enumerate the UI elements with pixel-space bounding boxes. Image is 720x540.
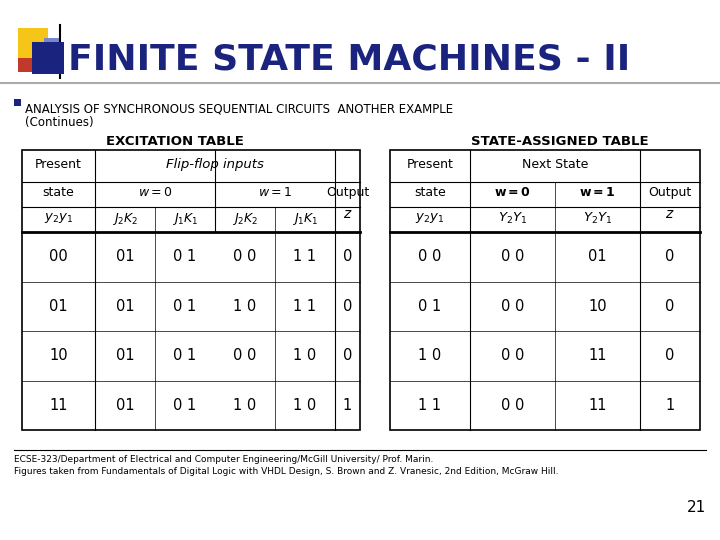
Text: $z$: $z$: [665, 207, 675, 221]
Text: 1 0: 1 0: [418, 348, 441, 363]
Text: 1 0: 1 0: [293, 398, 317, 413]
Text: state: state: [414, 186, 446, 199]
Text: 1 1: 1 1: [294, 299, 317, 314]
Bar: [22, 150, 360, 430]
Text: 00: 00: [49, 249, 68, 264]
Text: 1 1: 1 1: [294, 249, 317, 264]
Text: Next State: Next State: [522, 158, 588, 171]
Bar: [390, 150, 700, 430]
Text: 1 1: 1 1: [418, 398, 441, 413]
Text: Present: Present: [407, 158, 454, 171]
Text: Output: Output: [326, 186, 369, 199]
Bar: [18, 52, 38, 72]
Text: Figures taken from Fundamentals of Digital Logic with VHDL Design, S. Brown and : Figures taken from Fundamentals of Digit…: [14, 467, 559, 476]
Text: 0 0: 0 0: [501, 249, 524, 264]
Text: 0 0: 0 0: [418, 249, 441, 264]
Text: 10: 10: [588, 299, 607, 314]
Text: $y_2y_1$: $y_2y_1$: [415, 211, 445, 225]
Text: 01: 01: [49, 299, 68, 314]
Text: $y_2y_1$: $y_2y_1$: [44, 211, 73, 225]
Text: ANALYSIS OF SYNCHRONOUS SEQUENTIAL CIRCUITS  ANOTHER EXAMPLE: ANALYSIS OF SYNCHRONOUS SEQUENTIAL CIRCU…: [25, 102, 453, 115]
Text: 0 0: 0 0: [501, 398, 524, 413]
Bar: [18, 28, 48, 58]
Text: 0 1: 0 1: [174, 299, 197, 314]
Text: 01: 01: [116, 348, 135, 363]
Text: $Y_2Y_1$: $Y_2Y_1$: [582, 211, 612, 226]
Text: $J_1K_1$: $J_1K_1$: [171, 211, 198, 227]
Text: 11: 11: [49, 398, 68, 413]
Bar: [32, 42, 64, 74]
Text: 0 0: 0 0: [233, 249, 257, 264]
Text: 10: 10: [49, 348, 68, 363]
Text: 1 0: 1 0: [233, 398, 256, 413]
Bar: [14, 99, 21, 106]
Text: 01: 01: [116, 299, 135, 314]
Text: 1 0: 1 0: [293, 348, 317, 363]
Text: 0: 0: [343, 299, 352, 314]
Text: 01: 01: [116, 249, 135, 264]
Text: $Y_2Y_1$: $Y_2Y_1$: [498, 211, 527, 226]
Text: ECSE-323/Department of Electrical and Computer Engineering/McGill University/ Pr: ECSE-323/Department of Electrical and Co…: [14, 455, 433, 464]
Text: FINITE STATE MACHINES - II: FINITE STATE MACHINES - II: [68, 43, 630, 77]
Text: 0 1: 0 1: [174, 348, 197, 363]
Text: 1: 1: [343, 398, 352, 413]
Text: Present: Present: [35, 158, 82, 171]
Text: 0: 0: [343, 348, 352, 363]
Text: $\mathbf{w = 1}$: $\mathbf{w = 1}$: [579, 186, 616, 199]
Text: 0: 0: [343, 249, 352, 264]
Text: state: state: [42, 186, 74, 199]
Text: $J_2K_2$: $J_2K_2$: [112, 211, 138, 227]
Text: Flip-flop inputs: Flip-flop inputs: [166, 158, 264, 171]
Text: $J_1K_1$: $J_1K_1$: [292, 211, 318, 227]
Text: 21: 21: [687, 500, 706, 515]
Text: 0 0: 0 0: [233, 348, 257, 363]
Text: 0: 0: [665, 299, 675, 314]
Text: 1: 1: [665, 398, 675, 413]
Text: 0 0: 0 0: [501, 348, 524, 363]
Text: 01: 01: [116, 398, 135, 413]
Text: Output: Output: [649, 186, 692, 199]
Text: $J_2K_2$: $J_2K_2$: [232, 211, 258, 227]
Bar: [44, 38, 59, 58]
Text: $z$: $z$: [343, 207, 352, 221]
Text: 1 0: 1 0: [233, 299, 256, 314]
Text: 0 1: 0 1: [174, 249, 197, 264]
Text: 11: 11: [588, 398, 607, 413]
Text: (Continues): (Continues): [25, 116, 94, 129]
Text: 11: 11: [588, 348, 607, 363]
Text: 01: 01: [588, 249, 607, 264]
Text: 0: 0: [665, 348, 675, 363]
Text: $w = 1$: $w = 1$: [258, 186, 292, 199]
Text: STATE-ASSIGNED TABLE: STATE-ASSIGNED TABLE: [471, 135, 649, 148]
Text: $w = 0$: $w = 0$: [138, 186, 172, 199]
Text: 0 1: 0 1: [418, 299, 441, 314]
Text: 0: 0: [665, 249, 675, 264]
Text: EXCITATION TABLE: EXCITATION TABLE: [106, 135, 244, 148]
Text: $\mathbf{w = 0}$: $\mathbf{w = 0}$: [494, 186, 531, 199]
Text: 0 0: 0 0: [501, 299, 524, 314]
Text: 0 1: 0 1: [174, 398, 197, 413]
